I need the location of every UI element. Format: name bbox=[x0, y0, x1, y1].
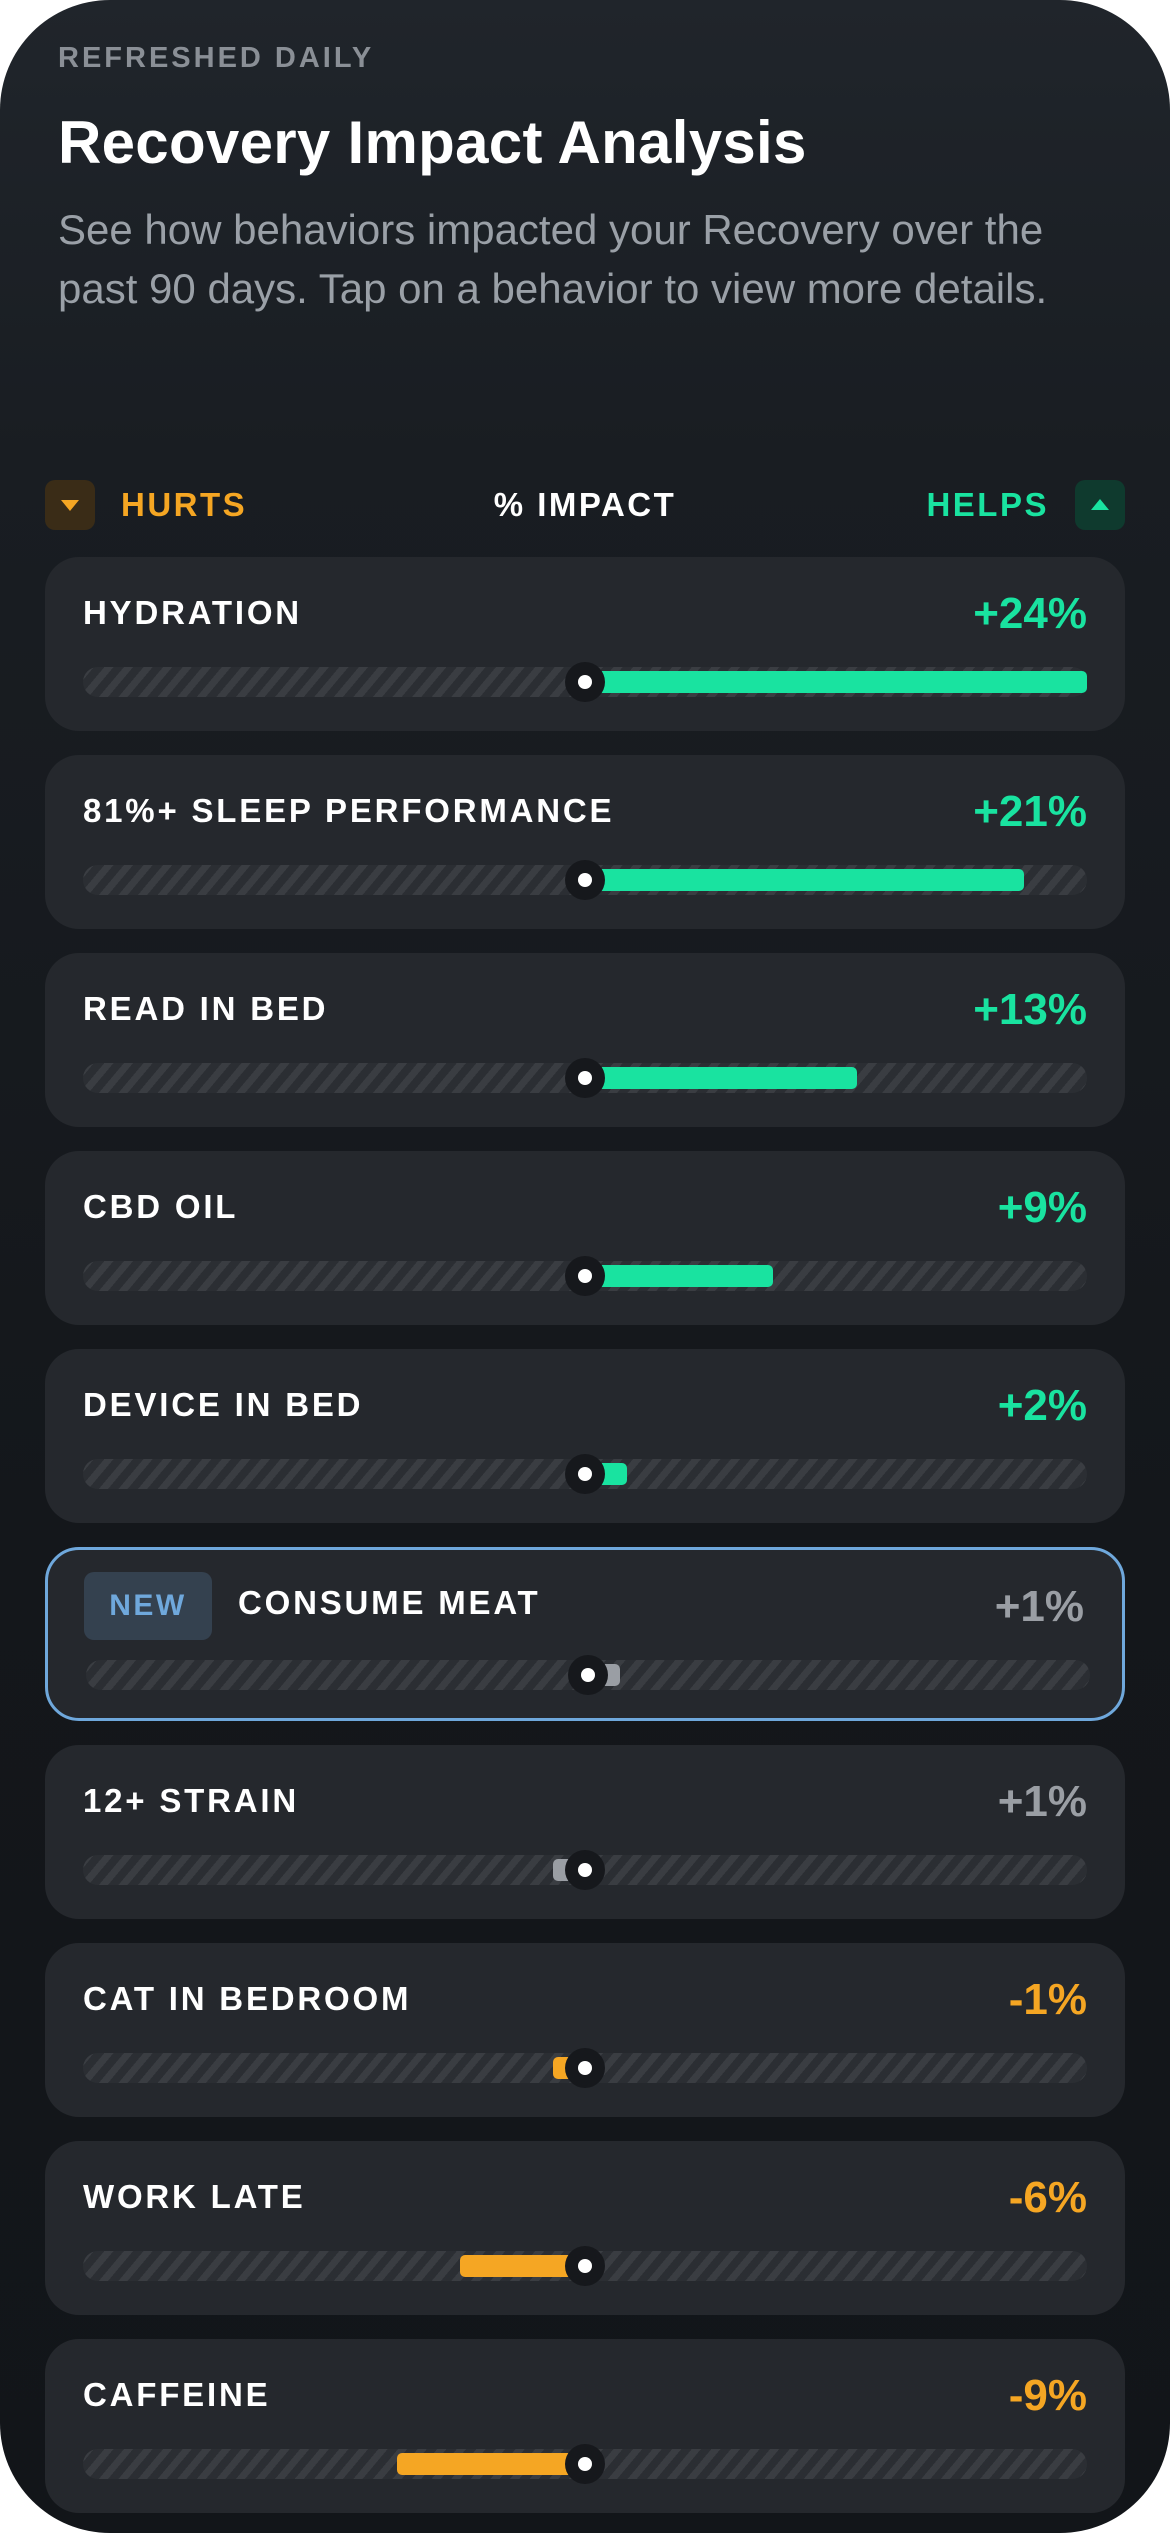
helps-sort-icon[interactable] bbox=[1075, 480, 1125, 530]
impact-value: +1% bbox=[997, 1777, 1087, 1826]
impact-track bbox=[83, 2444, 1087, 2484]
impact-track bbox=[83, 1454, 1087, 1494]
impact-bar bbox=[585, 671, 1087, 693]
zero-marker-icon bbox=[565, 662, 605, 702]
impact-track bbox=[83, 1058, 1087, 1098]
zero-marker-icon bbox=[565, 1058, 605, 1098]
impact-value: +2% bbox=[997, 1381, 1087, 1430]
impact-track bbox=[86, 1655, 1090, 1695]
behavior-name: READ IN BED bbox=[83, 990, 329, 1027]
behavior-name: 81%+ SLEEP PERFORMANCE bbox=[83, 792, 615, 829]
impact-value: -6% bbox=[1008, 2173, 1087, 2222]
impact-bar bbox=[585, 1265, 774, 1287]
zero-marker-icon bbox=[568, 1655, 608, 1695]
behavior-card[interactable]: DEVICE IN BED +2% bbox=[45, 1349, 1125, 1523]
impact-value: +21% bbox=[973, 787, 1087, 836]
hurts-sort-icon[interactable] bbox=[45, 480, 95, 530]
impact-value: +24% bbox=[973, 589, 1087, 638]
refresh-caption: REFRESHED DAILY bbox=[58, 42, 375, 74]
impact-track bbox=[83, 1850, 1087, 1890]
behavior-card[interactable]: CAT IN BEDROOM -1% bbox=[45, 1943, 1125, 2117]
impact-value: -9% bbox=[1008, 2371, 1087, 2420]
behavior-name: 12+ STRAIN bbox=[83, 1782, 299, 1819]
behavior-name: CAFFEINE bbox=[83, 2376, 271, 2413]
impact-bar bbox=[459, 2255, 585, 2277]
behavior-name: CONSUME MEAT bbox=[238, 1584, 541, 1621]
behavior-card[interactable]: NEW CONSUME MEAT +1% bbox=[45, 1547, 1125, 1721]
behavior-name: HYDRATION bbox=[83, 594, 302, 631]
behavior-name: CAT IN BEDROOM bbox=[83, 1980, 412, 2017]
behavior-card[interactable]: 81%+ SLEEP PERFORMANCE +21% bbox=[45, 755, 1125, 929]
behavior-card[interactable]: WORK LATE -6% bbox=[45, 2141, 1125, 2315]
impact-value: +9% bbox=[997, 1183, 1087, 1232]
behavior-name: CBD OIL bbox=[83, 1188, 239, 1225]
page-title: Recovery Impact Analysis bbox=[58, 109, 807, 176]
zero-marker-icon bbox=[565, 2246, 605, 2286]
impact-legend: HURTS % IMPACT HELPS bbox=[45, 478, 1125, 532]
impact-bar bbox=[585, 869, 1024, 891]
behavior-card[interactable]: READ IN BED +13% bbox=[45, 953, 1125, 1127]
zero-marker-icon bbox=[565, 1256, 605, 1296]
behavior-name: WORK LATE bbox=[83, 2178, 306, 2215]
page-description: See how behaviors impacted your Recovery… bbox=[58, 206, 1048, 312]
impact-bar bbox=[396, 2453, 585, 2475]
new-badge: NEW bbox=[84, 1572, 212, 1640]
impact-track bbox=[83, 2246, 1087, 2286]
behavior-card[interactable]: HYDRATION +24% bbox=[45, 557, 1125, 731]
zero-marker-icon bbox=[565, 1454, 605, 1494]
zero-marker-icon bbox=[565, 2048, 605, 2088]
impact-track bbox=[83, 860, 1087, 900]
impact-value: +1% bbox=[994, 1582, 1084, 1631]
impact-axis-label: % IMPACT bbox=[493, 486, 677, 523]
behavior-card[interactable]: CBD OIL +9% bbox=[45, 1151, 1125, 1325]
zero-marker-icon bbox=[565, 2444, 605, 2484]
behavior-card[interactable]: 12+ STRAIN +1% bbox=[45, 1745, 1125, 1919]
impact-value: -1% bbox=[1008, 1975, 1087, 2024]
impact-track bbox=[83, 1256, 1087, 1296]
hurts-label: HURTS bbox=[121, 486, 248, 523]
impact-track bbox=[83, 662, 1087, 702]
zero-marker-icon bbox=[565, 1850, 605, 1890]
impact-value: +13% bbox=[973, 985, 1087, 1034]
zero-marker-icon bbox=[565, 860, 605, 900]
behavior-name: DEVICE IN BED bbox=[83, 1386, 364, 1423]
impact-track bbox=[83, 2048, 1087, 2088]
impact-bar bbox=[585, 1067, 857, 1089]
behavior-card[interactable]: CAFFEINE -9% bbox=[45, 2339, 1125, 2513]
helps-label: HELPS bbox=[926, 486, 1049, 523]
